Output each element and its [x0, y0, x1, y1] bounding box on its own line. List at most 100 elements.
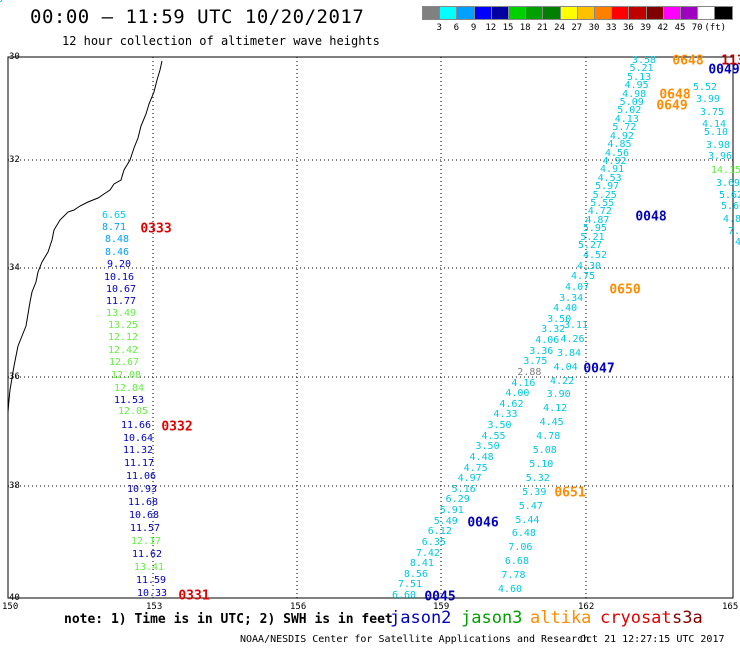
wave-height-reading: 3.69	[715, 178, 740, 189]
satellite-legend-s3a: s3a	[672, 608, 703, 628]
wave-height-reading: 4	[734, 237, 740, 248]
wave-height-reading: 12.05	[117, 406, 149, 417]
wave-height-reading: 11.06	[125, 471, 157, 482]
y-axis-label: 36	[9, 372, 20, 382]
wave-height-reading: 3.75	[523, 356, 548, 368]
color-scale-label: 33	[605, 23, 617, 33]
satellite-legend-altika: altika	[530, 608, 592, 628]
wave-height-reading: 5.49	[433, 515, 458, 527]
wave-height-reading: 5.62	[718, 190, 740, 201]
wave-height-reading: 10.33	[136, 588, 168, 599]
wave-height-reading: 7.1	[727, 226, 740, 237]
x-axis-label: 159	[433, 602, 450, 612]
color-scale-label: 6	[453, 23, 460, 33]
wave-height-reading: 7.78	[501, 570, 526, 582]
wave-height-reading: 6.35	[421, 536, 446, 548]
wave-height-reading: 4.56	[604, 147, 630, 159]
x-axis-label: 165	[722, 602, 739, 612]
wave-height-reading: 5.02	[617, 105, 642, 117]
wave-height-reading: 7.06	[508, 542, 533, 554]
wave-height-reading: 3.84	[557, 347, 582, 359]
color-scale-label: 21	[536, 23, 548, 33]
wave-height-reading: 9.20	[106, 259, 132, 270]
pass-time-label: 0333	[140, 221, 172, 237]
wave-height-reading: 4.48	[469, 451, 494, 463]
wave-height-reading: 11.53	[113, 395, 145, 406]
wave-height-reading: 4.95	[624, 80, 649, 92]
wave-height-reading: 6.29	[445, 494, 470, 506]
color-scale-label: 30	[588, 23, 600, 33]
wave-height-reading: 4.14	[701, 119, 727, 130]
wave-height-reading: 5.21	[580, 231, 605, 243]
wave-height-reading: 3.32	[541, 324, 566, 336]
wave-height-reading: 5.60	[720, 201, 740, 212]
wave-height-reading: 5.52	[692, 82, 718, 93]
wave-height-reading: 4.62	[499, 398, 524, 410]
wave-height-reading: 4.97	[457, 473, 482, 485]
color-scale-label: 12	[485, 23, 497, 33]
x-axis-label: 156	[290, 602, 307, 612]
wave-height-reading: 5.97	[595, 181, 620, 193]
wave-height-reading: 4.85	[607, 139, 632, 151]
wave-height-reading: 5.91	[439, 505, 464, 516]
wave-height-reading: 5.47	[518, 500, 543, 512]
satellite-legend-jason3: jason3	[461, 608, 523, 628]
satellite-legend-jason2: jason2	[390, 608, 452, 628]
pass-time-label: 0048	[635, 209, 667, 225]
color-scale-label: 36	[622, 23, 634, 33]
wave-height-reading: 6.65	[101, 210, 127, 221]
wave-height-reading: 2.88	[517, 366, 542, 378]
pass-time-label: 0650	[609, 282, 641, 298]
wave-height-reading: 13.41	[133, 562, 165, 573]
wave-height-reading: 5.10	[703, 127, 729, 138]
color-scale-label: 45	[674, 23, 686, 33]
wave-height-reading: 4.75	[571, 271, 596, 283]
wave-height-reading: 10.67	[105, 284, 137, 295]
wave-height-reading: 4.22	[550, 375, 575, 387]
wave-height-reading: 14.15	[710, 165, 740, 176]
wave-height-reading: 4.60	[497, 584, 523, 595]
wave-height-reading: 12.08	[110, 370, 142, 381]
wave-height-reading: 4.92	[609, 130, 634, 142]
wave-height-reading: 13.49	[105, 308, 137, 319]
wave-height-reading: 3.58	[631, 55, 657, 66]
footer-timestamp: Oct 21 12:27:15 UTC 2017	[580, 634, 725, 645]
wave-height-reading: 5.95	[582, 223, 607, 235]
wave-height-reading: 10.93	[126, 484, 158, 495]
wave-height-reading: 3.34	[559, 292, 584, 304]
wave-height-reading: 3.99	[695, 94, 721, 105]
pass-time-label: 0648	[659, 87, 691, 103]
color-scale-label: 70	[691, 23, 703, 33]
wave-height-reading: 5.09	[619, 97, 644, 109]
page-subtitle: 12 hour collection of altimeter wave hei…	[62, 34, 380, 48]
wave-height-reading: 3.98	[705, 140, 731, 151]
wave-height-reading: 4.52	[582, 250, 608, 261]
wave-height-reading: 4.81	[722, 214, 740, 225]
wave-height-reading: 3.36	[529, 345, 554, 357]
wave-height-reading: 4.16	[511, 377, 536, 389]
wave-height-reading: 13.25	[107, 320, 139, 331]
wave-height-reading: 4.12	[543, 403, 568, 415]
y-axis-label: 40	[9, 593, 20, 603]
wave-height-reading: 6.68	[504, 556, 529, 568]
color-scale-label: 24	[554, 23, 566, 33]
pass-time-label: 0045	[424, 589, 456, 605]
color-scale-label: 3	[436, 23, 442, 33]
satellite-legend-cryosat: cryosat	[600, 608, 672, 628]
wave-height-reading: 5.39	[522, 486, 547, 498]
wave-height-reading: 3.90	[546, 389, 571, 401]
wave-height-reading: 4.92	[602, 155, 627, 167]
y-axis-label: 38	[9, 481, 20, 491]
wave-height-reading: 12.17	[130, 536, 162, 547]
wave-height-reading: 4.72	[587, 206, 612, 218]
wave-height-reading: 3.75	[699, 107, 725, 118]
wave-height-reading: 10.16	[103, 272, 135, 283]
pass-time-label: 0047	[583, 361, 615, 377]
wave-height-reading: 3.50	[547, 313, 572, 325]
wave-height-reading: 4.33	[493, 409, 518, 421]
wave-height-reading: 5.21	[629, 63, 654, 75]
wave-height-reading: 4.30	[576, 260, 602, 272]
pass-time-label: 0648	[672, 53, 704, 69]
wave-height-reading: 11.17	[123, 458, 155, 469]
